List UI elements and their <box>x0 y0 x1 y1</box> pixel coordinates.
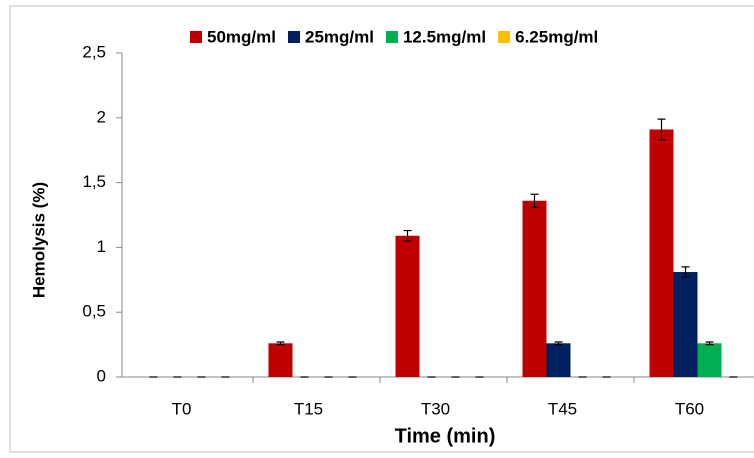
x-tick-label: T60 <box>675 399 704 418</box>
bar <box>546 343 571 377</box>
legend-swatch <box>190 31 202 43</box>
error-bar <box>705 341 714 346</box>
error-bar <box>681 266 690 278</box>
y-tick-label: 1,5 <box>82 172 106 191</box>
bar <box>697 343 722 377</box>
legend-label: 25mg/ml <box>305 27 374 46</box>
bar <box>649 129 674 377</box>
legend-swatch <box>287 31 300 43</box>
y-tick-label: 0,5 <box>82 302 106 321</box>
legend-swatch <box>385 31 398 43</box>
bar <box>673 272 698 377</box>
y-tick-label: 1 <box>97 237 106 256</box>
y-tick-label: 0 <box>97 366 106 385</box>
y-axis-title: Hemolysis (%) <box>29 182 48 298</box>
legend-label: 12.5mg/ml <box>403 27 486 46</box>
error-bar <box>403 229 412 242</box>
bar <box>395 235 420 377</box>
x-tick-label: T45 <box>548 399 577 418</box>
legend-label: 6.25mg/ml <box>515 27 598 46</box>
x-tick-label: T30 <box>421 399 450 418</box>
error-bar <box>554 341 563 346</box>
legend-swatch <box>498 31 511 43</box>
y-tick-label: 2,5 <box>82 42 106 61</box>
error-bar <box>657 118 666 141</box>
x-axis-title: Time (min) <box>395 425 496 447</box>
x-tick-label: T15 <box>294 399 323 418</box>
bar <box>268 343 293 377</box>
x-tick-label: T0 <box>172 399 192 418</box>
bar <box>522 200 547 377</box>
error-bar <box>530 193 539 208</box>
error-bar <box>276 341 285 346</box>
legend-label: 50mg/ml <box>207 27 276 46</box>
y-tick-label: 2 <box>97 107 106 126</box>
chart-border <box>9 5 754 453</box>
